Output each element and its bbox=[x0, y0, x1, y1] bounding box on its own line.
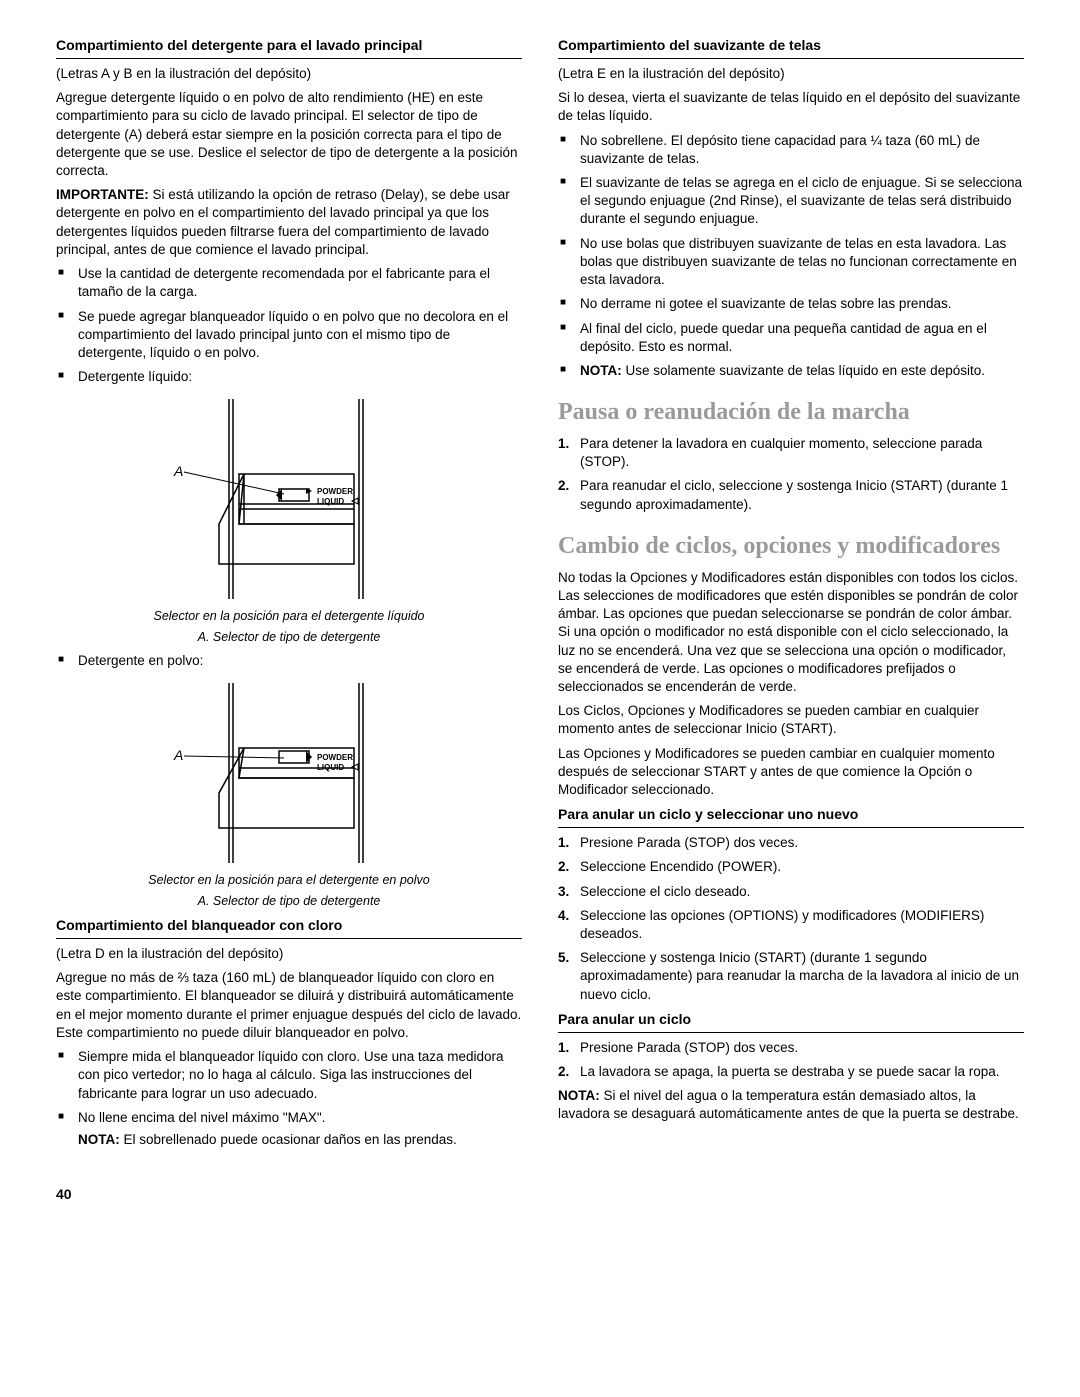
cancel2-note-body: Si el nivel del agua o la temperatura es… bbox=[558, 1088, 1019, 1121]
bleach-p: Agregue no más de ⅔ taza (160 mL) de bla… bbox=[56, 969, 522, 1042]
cancel-c3: Seleccione el ciclo deseado. bbox=[558, 883, 1024, 901]
softener-sub: (Letra E en la ilustración del depósito) bbox=[558, 65, 1024, 83]
page-number: 40 bbox=[56, 1185, 1024, 1204]
heading-cancel: Para anular un ciclo bbox=[558, 1010, 1024, 1033]
fig2-caption2: A. Selector de tipo de detergente bbox=[56, 893, 522, 910]
fig1-liquid: LIQUID bbox=[317, 497, 344, 506]
fig2-caption1: Selector en la posición para el detergen… bbox=[56, 872, 522, 889]
soft-b6-lead: NOTA: bbox=[580, 363, 622, 378]
cancel-c2: Seleccione Encendido (POWER). bbox=[558, 858, 1024, 876]
fig2-liquid: LIQUID bbox=[317, 763, 344, 772]
bleach-b1: Siempre mida el blanqueador líquido con … bbox=[56, 1048, 522, 1103]
figure-powder: A POWDER LIQUID bbox=[56, 678, 522, 868]
fig1-powder: POWDER bbox=[317, 487, 353, 496]
heading-softener: Compartimiento del suavizante de telas bbox=[558, 36, 1024, 59]
det-bullet-3: Detergente líquido: bbox=[56, 368, 522, 386]
det-bullet-1: Use la cantidad de detergente recomendad… bbox=[56, 265, 522, 301]
cancel2-d2: La lavadora se apaga, la puerta se destr… bbox=[558, 1063, 1024, 1081]
cancel-c4: Seleccione las opciones (OPTIONS) y modi… bbox=[558, 907, 1024, 943]
soft-b1: No sobrellene. El depósito tiene capacid… bbox=[558, 132, 1024, 168]
fig2-powder: POWDER bbox=[317, 753, 353, 762]
soft-b2: El suavizante de telas se agrega en el c… bbox=[558, 174, 1024, 229]
figure-liquid: A POWDER LIQUID bbox=[56, 394, 522, 604]
fig1-caption2: A. Selector de tipo de detergente bbox=[56, 629, 522, 646]
section-pause-resume: Pausa o reanudación de la marcha bbox=[558, 398, 1024, 427]
fig1-caption1: Selector en la posición para el detergen… bbox=[56, 608, 522, 625]
cancel-c5: Seleccione y sostenga Inicio (START) (du… bbox=[558, 949, 1024, 1004]
detergent-main-p1: Agregue detergente líquido o en polvo de… bbox=[56, 89, 522, 180]
change-p2: Los Ciclos, Opciones y Modificadores se … bbox=[558, 702, 1024, 738]
fig2-label-a: A bbox=[173, 747, 183, 763]
det-bullet-4: Detergente en polvo: bbox=[56, 652, 522, 670]
soft-b4: No derrame ni gotee el suavizante de tel… bbox=[558, 295, 1024, 313]
heading-detergent-main: Compartimiento del detergente para el la… bbox=[56, 36, 522, 59]
important-lead: IMPORTANTE: bbox=[56, 187, 149, 202]
bleach-note-body: El sobrellenado puede ocasionar daños en… bbox=[120, 1132, 457, 1147]
bleach-b2-text: No llene encima del nivel máximo "MAX". bbox=[78, 1110, 325, 1125]
cancel2-d1: Presione Parada (STOP) dos veces. bbox=[558, 1039, 1024, 1057]
soft-b6: NOTA: Use solamente suavizante de telas … bbox=[558, 362, 1024, 380]
right-column: Compartimiento del suavizante de telas (… bbox=[558, 30, 1024, 1155]
heading-bleach: Compartimiento del blanqueador con cloro bbox=[56, 916, 522, 939]
cancel2-note: NOTA: Si el nivel del agua o la temperat… bbox=[558, 1087, 1024, 1123]
bleach-sub: (Letra D en la ilustración del depósito) bbox=[56, 945, 522, 963]
change-p1: No todas la Opciones y Modificadores est… bbox=[558, 569, 1024, 697]
heading-cancel-new: Para anular un ciclo y seleccionar uno n… bbox=[558, 805, 1024, 828]
det-bullet-2: Se puede agregar blanqueador líquido o e… bbox=[56, 308, 522, 363]
section-change-cycles: Cambio de ciclos, opciones y modificador… bbox=[558, 532, 1024, 561]
detergent-main-sub: (Letras A y B en la ilustración del depó… bbox=[56, 65, 522, 83]
cancel2-note-lead: NOTA: bbox=[558, 1088, 600, 1103]
soft-b5: Al final del ciclo, puede quedar una peq… bbox=[558, 320, 1024, 356]
bleach-b2: No llene encima del nivel máximo "MAX". … bbox=[56, 1109, 522, 1149]
soft-b6-body: Use solamente suavizante de telas líquid… bbox=[622, 363, 985, 378]
pause-o2: Para reanudar el ciclo, seleccione y sos… bbox=[558, 477, 1024, 513]
change-p3: Las Opciones y Modificadores se pueden c… bbox=[558, 745, 1024, 800]
fig1-label-a: A bbox=[173, 463, 183, 479]
left-column: Compartimiento del detergente para el la… bbox=[56, 30, 522, 1155]
pause-o1: Para detener la lavadora en cualquier mo… bbox=[558, 435, 1024, 471]
softener-p1: Si lo desea, vierta el suavizante de tel… bbox=[558, 89, 1024, 125]
important-note: IMPORTANTE: Si está utilizando la opción… bbox=[56, 186, 522, 259]
cancel-c1: Presione Parada (STOP) dos veces. bbox=[558, 834, 1024, 852]
soft-b3: No use bolas que distribuyen suavizante … bbox=[558, 235, 1024, 290]
bleach-note: NOTA: El sobrellenado puede ocasionar da… bbox=[78, 1131, 522, 1149]
bleach-note-lead: NOTA: bbox=[78, 1132, 120, 1147]
